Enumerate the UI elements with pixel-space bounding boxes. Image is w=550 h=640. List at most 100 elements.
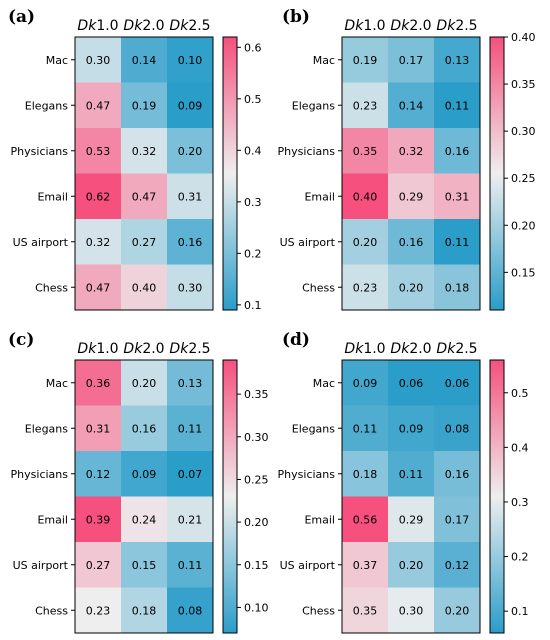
row-label: Mac xyxy=(46,377,68,390)
cell-value-label: 0.27 xyxy=(86,559,111,572)
row-label: US airport xyxy=(13,236,69,249)
colorbar-tick-label: 0.20 xyxy=(511,219,536,232)
heatmap-cell xyxy=(434,219,481,265)
heatmap-cell xyxy=(388,496,435,543)
cell-value-label: 0.19 xyxy=(353,54,378,67)
row-label: Email xyxy=(304,190,335,203)
row-label: Chess xyxy=(302,281,335,294)
heatmap-cell xyxy=(388,219,435,265)
cell-value-label: 0.30 xyxy=(399,604,424,617)
heatmap-cell xyxy=(388,405,435,452)
heatmap-panel-3: (c) Dk1.0 Dk2.0 Dk2.5 0.36 0.20 0.13 0.31 0.16 0.… xyxy=(8,330,269,634)
row-label: Chess xyxy=(302,604,335,617)
row-label: Elegans xyxy=(292,422,335,435)
heatmap-cell xyxy=(167,82,214,129)
row-label: Mac xyxy=(313,54,335,67)
cell-value-label: 0.11 xyxy=(178,422,203,435)
cell-value-label: 0.29 xyxy=(399,513,424,526)
heatmap-cell xyxy=(75,542,122,588)
colorbar-tick-label: 0.3 xyxy=(511,496,529,509)
heatmap-cell xyxy=(342,451,389,497)
heatmap-cell xyxy=(75,451,122,497)
heatmap-cell xyxy=(121,587,168,634)
heatmap-cell xyxy=(167,173,214,220)
colorbar xyxy=(222,36,238,311)
row-label: US airport xyxy=(280,236,336,249)
colorbar-tick-label: 0.6 xyxy=(244,41,262,54)
cell-value-label: 0.32 xyxy=(86,236,111,249)
column-label: Dk2.0 xyxy=(390,18,431,34)
heatmap-cell xyxy=(434,128,481,174)
colorbar-tick-label: 0.5 xyxy=(511,387,529,400)
colorbar-tick-label: 0.35 xyxy=(511,78,536,91)
heatmap-cell xyxy=(75,496,122,543)
colorbar-tick-label: 0.1 xyxy=(244,299,262,312)
colorbar-tick-label: 0.15 xyxy=(244,559,269,572)
cell-value-label: 0.12 xyxy=(86,468,111,481)
heatmap-cell xyxy=(167,587,214,634)
cell-value-label: 0.20 xyxy=(445,604,470,617)
colorbar-tick-label: 0.1 xyxy=(511,605,529,618)
row-label: Physicians xyxy=(11,145,69,158)
heatmap-frame xyxy=(74,359,214,634)
colorbar-tick-label: 0.20 xyxy=(244,516,269,529)
colorbar-tick-label: 0.35 xyxy=(244,388,269,401)
colorbar-tick-label: 0.30 xyxy=(244,431,269,444)
heatmap-cell xyxy=(121,360,168,406)
colorbar xyxy=(222,359,238,634)
colorbar-tick-label: 0.15 xyxy=(511,266,536,279)
colorbar-tick-label: 0.25 xyxy=(244,473,269,486)
colorbar-tick-label: 0.5 xyxy=(244,93,262,106)
cell-value-label: 0.09 xyxy=(399,422,424,435)
heatmap-cell xyxy=(167,405,214,452)
heatmap-cell xyxy=(121,496,168,543)
heatmap-frame xyxy=(341,36,481,311)
cell-value-label: 0.06 xyxy=(399,377,424,390)
heatmap-cell xyxy=(434,173,481,220)
cell-value-label: 0.35 xyxy=(353,604,378,617)
heatmap-cell xyxy=(434,496,481,543)
cell-value-label: 0.18 xyxy=(132,604,157,617)
panel-label: (b) xyxy=(282,7,310,27)
cell-value-label: 0.09 xyxy=(132,468,157,481)
heatmap-cell xyxy=(342,173,389,220)
heatmap-cell xyxy=(388,82,435,129)
column-label: Dk1.0 xyxy=(344,341,385,357)
heatmap-panel-1: (a) Dk1.0 Dk2.0 Dk2.5 0.30 0.14 0.10 0.47 0.19 0.… xyxy=(8,7,262,312)
heatmap-cell xyxy=(342,496,389,543)
column-label: Dk2.5 xyxy=(436,18,477,34)
colorbar-tick-label: 0.25 xyxy=(511,172,536,185)
panel-label: (a) xyxy=(8,7,35,27)
cell-value-label: 0.18 xyxy=(353,468,378,481)
cell-value-label: 0.14 xyxy=(399,99,424,112)
heatmap-cell xyxy=(75,128,122,174)
row-label: Physicians xyxy=(278,145,336,158)
cell-value-label: 0.16 xyxy=(178,236,203,249)
heatmap-cell xyxy=(434,264,481,311)
heatmap-cell xyxy=(121,82,168,129)
heatmap-cell xyxy=(434,587,481,634)
cell-value-label: 0.18 xyxy=(445,281,470,294)
cell-value-label: 0.08 xyxy=(445,422,470,435)
column-label: Dk2.5 xyxy=(436,341,477,357)
cell-value-label: 0.16 xyxy=(132,422,157,435)
heatmap-cell xyxy=(75,264,122,311)
cell-value-label: 0.12 xyxy=(445,559,470,572)
heatmap-cell xyxy=(342,542,389,588)
heatmap-cell xyxy=(121,219,168,265)
heatmap-cell xyxy=(121,173,168,220)
column-label: Dk2.5 xyxy=(169,341,210,357)
heatmap-cell xyxy=(75,82,122,129)
cell-value-label: 0.10 xyxy=(178,54,203,67)
heatmap-cell xyxy=(434,542,481,588)
cell-value-label: 0.47 xyxy=(132,190,157,203)
cell-value-label: 0.19 xyxy=(132,99,157,112)
row-label: Elegans xyxy=(25,99,68,112)
heatmap-cell xyxy=(342,37,389,83)
row-label: Email xyxy=(37,190,68,203)
heatmap-cell xyxy=(388,264,435,311)
heatmap-frame xyxy=(74,36,214,311)
cell-value-label: 0.32 xyxy=(399,145,424,158)
cell-value-label: 0.11 xyxy=(399,468,424,481)
heatmap-cell xyxy=(434,82,481,129)
